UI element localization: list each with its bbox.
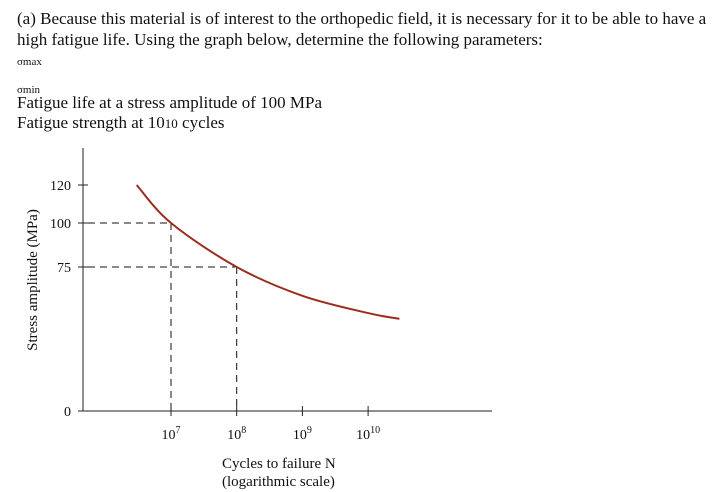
x-tick-label: 107 [162, 425, 181, 443]
sn-curve-line [135, 184, 400, 320]
fatigue-life-item: Fatigue life at a stress amplitude of 10… [17, 93, 322, 112]
fatigue-strength-prefix: Fatigue strength at 10 [17, 113, 165, 132]
y-tick-label: 75 [57, 261, 71, 276]
sigma-min-label: σmin [17, 84, 41, 96]
guide-lines [88, 222, 238, 411]
chart-axes [78, 148, 492, 416]
y-tick-label: 0 [64, 405, 71, 420]
fatigue-strength-item: Fatigue strength at 1010 cycles [17, 113, 225, 133]
y-tick-label: 100 [50, 217, 71, 232]
question-intro: (a) Because this material is of interest… [17, 9, 707, 49]
sigma-max-label: σmax [17, 56, 42, 68]
x-axis-note: (logarithmic scale) [222, 474, 335, 490]
x-tick-label: 109 [293, 425, 312, 443]
x-tick-label: 1010 [356, 425, 380, 443]
fatigue-strength-exponent: 10 [164, 116, 178, 131]
fatigue-strength-suffix: cycles [177, 113, 225, 132]
chart-labels: 0 75 100 120 107 108 109 1010 Stress amplitude (… [25, 179, 380, 490]
sn-curve [135, 184, 400, 320]
x-axis-title: Cycles to failure N [222, 456, 336, 472]
x-tick-label: 108 [227, 425, 246, 443]
y-axis-title: Stress amplitude (MPa) [25, 209, 41, 351]
y-tick-label: 120 [50, 179, 71, 194]
